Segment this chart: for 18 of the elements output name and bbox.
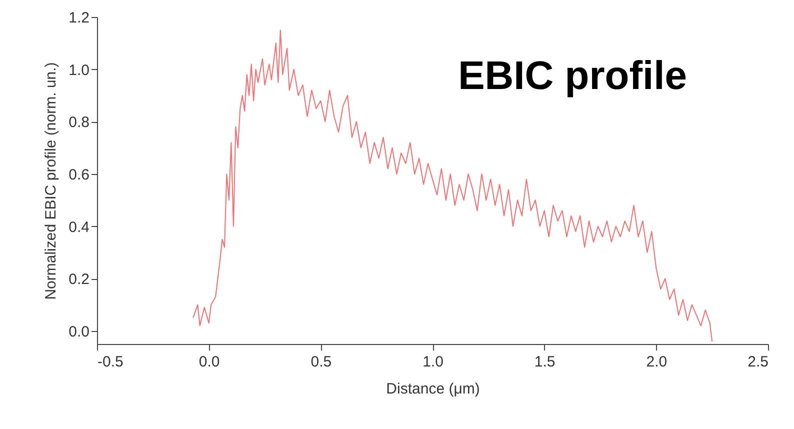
annotation: EBIC profile	[458, 54, 687, 98]
y-axis-title: Normalized EBIC profile (norm. un.)	[42, 62, 60, 300]
x-tick-label: 0.5	[310, 354, 332, 370]
x-tick-label: 2.5	[748, 354, 768, 370]
y-tick-label: 1.2	[68, 10, 90, 26]
x-tick-label: 1.5	[534, 354, 556, 370]
x-tick-label: 0.0	[198, 354, 220, 370]
y-tick-label: 0.0	[68, 323, 90, 340]
line-series	[192, 30, 713, 342]
y-tick-label: 0.8	[68, 114, 90, 132]
x-tick-label: 2.0	[646, 354, 668, 370]
x-tick-label: 1.0	[422, 354, 444, 370]
x-axis-title: Distance (μm)	[386, 380, 480, 398]
y-tick-label: 0.6	[68, 166, 90, 184]
x-tick-label: -0.5	[98, 354, 124, 370]
y-tick-label: 1.0	[68, 62, 90, 79]
y-tick-label: 0.4	[68, 218, 90, 236]
y-tick-label: 0.2	[68, 271, 90, 288]
